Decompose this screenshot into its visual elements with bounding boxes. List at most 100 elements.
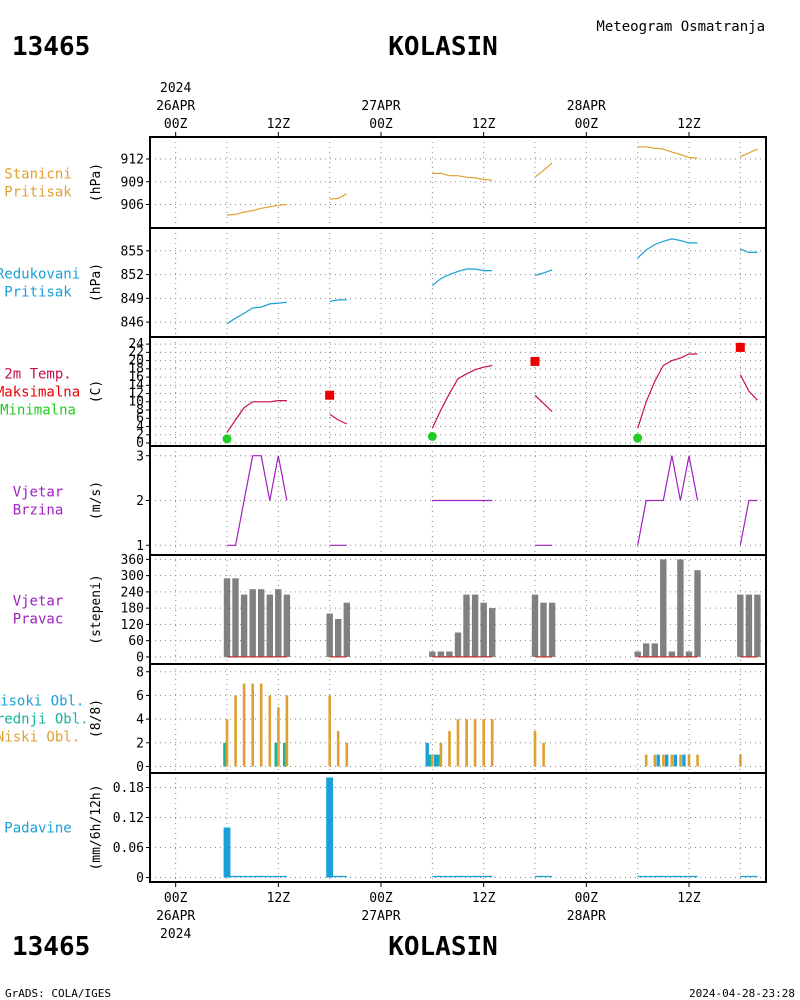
panel-precipitation: 0 0.06 0.12 0.18 (mm/6h/12h) Padavine xyxy=(4,772,767,886)
y-tick-label: 8 xyxy=(136,665,144,680)
y-axis-label: (C) xyxy=(89,380,104,403)
chart-title: Meteogram Osmatranja xyxy=(596,19,765,35)
y-tick-label: 20 xyxy=(128,353,144,368)
y-tick-label: 22 xyxy=(128,345,144,360)
bar xyxy=(668,651,676,657)
y-axis-label: (stepeni) xyxy=(89,574,104,644)
bar xyxy=(249,589,256,657)
bar xyxy=(656,754,660,767)
legend-entry: Padavine xyxy=(4,821,71,837)
bar xyxy=(482,719,485,767)
series-line xyxy=(739,374,758,401)
bar xyxy=(643,643,650,657)
panel-wind-speed: 1 2 3 (m/s) Vjetar Brzina xyxy=(13,445,767,556)
bar xyxy=(446,651,453,657)
y-tick-label: 855 xyxy=(121,244,144,259)
bar xyxy=(335,619,342,657)
legend-entry: Stanicni xyxy=(4,167,71,183)
bar xyxy=(431,754,434,767)
bar xyxy=(662,754,665,767)
bar xyxy=(437,754,440,767)
x-year-label-bottom: 2024 xyxy=(160,927,191,942)
y-axis-label: (mm/6h/12h) xyxy=(89,784,104,870)
y-tick-label: 18 xyxy=(128,362,144,377)
bar xyxy=(285,695,289,767)
y-tick-label: 6 xyxy=(136,689,144,704)
max-temp-marker xyxy=(530,356,540,366)
bar xyxy=(687,754,691,767)
station-name-bottom: KOLASIN xyxy=(388,932,498,962)
y-tick-label: 360 xyxy=(121,553,144,568)
y-tick-label: 24 xyxy=(128,337,144,352)
bar xyxy=(345,742,349,767)
bar xyxy=(223,742,226,767)
bar xyxy=(448,730,451,767)
footer-timestamp: 2024-04-28-23:28 xyxy=(689,987,795,1000)
panel-frame xyxy=(149,336,767,447)
y-tick-label: 180 xyxy=(121,602,144,617)
bar xyxy=(454,632,462,657)
legend-entry: Redukovani xyxy=(0,267,80,283)
y-tick-label: 0 xyxy=(136,436,144,451)
bar xyxy=(754,594,761,657)
series-line xyxy=(226,301,287,325)
bar xyxy=(439,742,443,767)
bar xyxy=(326,777,333,878)
bar xyxy=(665,754,669,767)
series-line xyxy=(329,413,348,425)
y-tick-label: 0.12 xyxy=(113,811,144,826)
y-tick-label: 852 xyxy=(121,268,144,283)
legend-entry: Brzina xyxy=(13,503,64,519)
bar xyxy=(326,613,333,657)
bar xyxy=(696,754,699,767)
series-line xyxy=(637,146,698,159)
bar xyxy=(737,594,744,657)
y-tick-label: 849 xyxy=(121,292,144,307)
y-tick-label: 909 xyxy=(121,175,144,190)
bar xyxy=(223,578,231,657)
bar xyxy=(428,754,432,767)
x-tick-label-bottom: 12Z xyxy=(267,891,291,906)
bar xyxy=(259,683,263,767)
station-id-bottom: 13465 xyxy=(12,932,90,962)
legend-entry: Vjetar xyxy=(13,485,64,501)
bar xyxy=(336,730,340,767)
y-tick-label: 12 xyxy=(128,386,144,401)
y-tick-label: 0.18 xyxy=(113,781,144,796)
legend-entry: Pravac xyxy=(13,612,64,628)
bar xyxy=(268,695,272,767)
bar xyxy=(490,719,494,767)
series-line xyxy=(329,193,348,200)
y-tick-label: 3 xyxy=(136,449,144,464)
bar xyxy=(277,707,280,767)
bar xyxy=(465,719,468,767)
y-axis-label: (m/s) xyxy=(89,481,104,520)
bar xyxy=(677,559,684,657)
legend-entry: Minimalna xyxy=(0,403,76,419)
panel-cloud-cover: 0 2 4 6 8 (8/8) Visoki Obl. Srednji Obl. Niski O… xyxy=(0,663,767,775)
y-axis-label: (hPa) xyxy=(89,263,104,302)
x-tick-label-top: 12Z xyxy=(472,117,496,132)
bar xyxy=(679,754,682,767)
x-tick-label-top: 00Z xyxy=(164,117,188,132)
y-tick-label: 4 xyxy=(136,713,144,728)
bar xyxy=(456,719,460,767)
bar xyxy=(660,559,667,657)
series-line xyxy=(740,248,758,253)
panel-station-pressure: 906 909 912 (hPa) Stanicni Pritisak xyxy=(4,136,767,229)
bar xyxy=(425,742,429,767)
bar xyxy=(473,719,477,767)
y-tick-label: 10 xyxy=(128,395,144,410)
bar xyxy=(540,602,547,657)
x-tick-label-top: 12Z xyxy=(677,117,701,132)
legend-entry: Srednji Obl. xyxy=(0,712,89,728)
y-tick-label: 1 xyxy=(136,539,144,554)
bar xyxy=(682,754,686,767)
min-temp-marker xyxy=(427,431,437,441)
panel-frame xyxy=(149,227,767,338)
y-tick-label: 8 xyxy=(136,403,144,418)
bar xyxy=(542,742,545,767)
bar xyxy=(463,594,470,657)
